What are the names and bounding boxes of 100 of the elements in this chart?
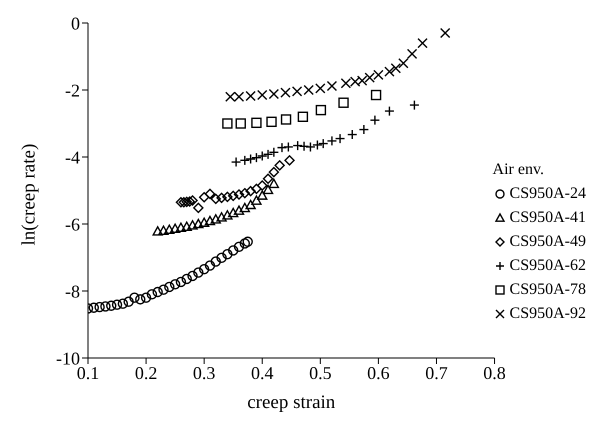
point [222, 192, 233, 202]
point [164, 224, 175, 234]
point [338, 98, 349, 108]
legend-label: CS950A-92 [510, 304, 586, 324]
y-axis-title: ln(creep rate) [18, 144, 40, 246]
point [129, 292, 140, 303]
point [242, 236, 253, 247]
point [118, 298, 128, 309]
point [257, 190, 268, 200]
point [158, 226, 169, 235]
point [158, 284, 169, 295]
point [274, 160, 285, 171]
x-tick-label: 0.3 [192, 362, 216, 383]
point [234, 205, 244, 215]
point [135, 294, 146, 305]
point [280, 87, 291, 98]
legend-label: CS950A-41 [510, 208, 586, 228]
legend-title: Air env. [492, 160, 545, 180]
x-tick-label: 0.5 [309, 362, 332, 383]
point [176, 276, 186, 288]
point [398, 58, 409, 68]
point [193, 218, 204, 228]
point [193, 267, 204, 278]
x-tick-label: 0.7 [425, 362, 448, 383]
point [406, 48, 418, 60]
point [257, 90, 268, 100]
x-axis-title: creep strain [247, 392, 336, 413]
point [182, 221, 192, 231]
point [152, 226, 163, 236]
point [298, 112, 308, 122]
point [204, 260, 216, 271]
point [164, 282, 175, 292]
legend-label: CS950A-62 [510, 256, 586, 276]
point [373, 70, 384, 80]
point [228, 190, 238, 202]
point [262, 174, 274, 184]
point [266, 116, 277, 128]
legend-label: CS950A-24 [510, 184, 586, 204]
point [210, 194, 221, 204]
point [216, 192, 227, 204]
point [364, 72, 375, 83]
point [176, 197, 186, 208]
y-tick-label: -8 [65, 281, 80, 302]
point [222, 210, 233, 220]
point [198, 264, 210, 274]
point [316, 104, 326, 116]
point [292, 86, 302, 97]
point [280, 114, 292, 125]
point [100, 301, 111, 312]
legend-label: CS950A-78 [510, 280, 586, 300]
y-tick-label: -10 [56, 348, 80, 368]
y-tick-label: -4 [65, 147, 80, 168]
point [228, 245, 238, 256]
point [140, 292, 152, 303]
point [268, 88, 280, 100]
point [222, 118, 233, 129]
point [303, 84, 314, 96]
x-tick-label: 0.4 [250, 362, 274, 383]
point [268, 166, 280, 178]
point [245, 200, 256, 210]
point [198, 217, 210, 227]
point [210, 214, 221, 224]
y-tick-label: -2 [65, 80, 80, 100]
point [262, 184, 274, 194]
point [216, 212, 227, 222]
legend-label: CS950A-49 [510, 232, 586, 252]
point [234, 92, 244, 102]
point [170, 223, 180, 233]
x-tick-label: 0.6 [367, 362, 390, 383]
point [106, 300, 116, 311]
point [94, 302, 105, 312]
point [356, 75, 368, 86]
point [228, 208, 238, 218]
y-tick-label: -6 [65, 214, 80, 234]
point [123, 296, 134, 307]
point [234, 242, 244, 252]
point [251, 195, 262, 205]
point [390, 63, 402, 74]
point [176, 222, 186, 232]
point [245, 90, 256, 102]
point [210, 256, 221, 267]
point [315, 83, 326, 94]
point [251, 118, 262, 128]
point [350, 76, 360, 87]
point [326, 80, 338, 92]
x-tick-label: 0.2 [134, 362, 158, 383]
point [240, 202, 250, 212]
point [268, 178, 280, 188]
point [417, 38, 428, 48]
point [146, 289, 158, 300]
point [187, 220, 198, 230]
point [370, 90, 382, 100]
point [257, 180, 268, 191]
point [152, 286, 163, 298]
point [204, 216, 216, 226]
point [284, 155, 295, 166]
point [340, 78, 352, 88]
point [225, 92, 236, 102]
point [170, 279, 180, 290]
y-tick-label: 0 [71, 13, 80, 34]
